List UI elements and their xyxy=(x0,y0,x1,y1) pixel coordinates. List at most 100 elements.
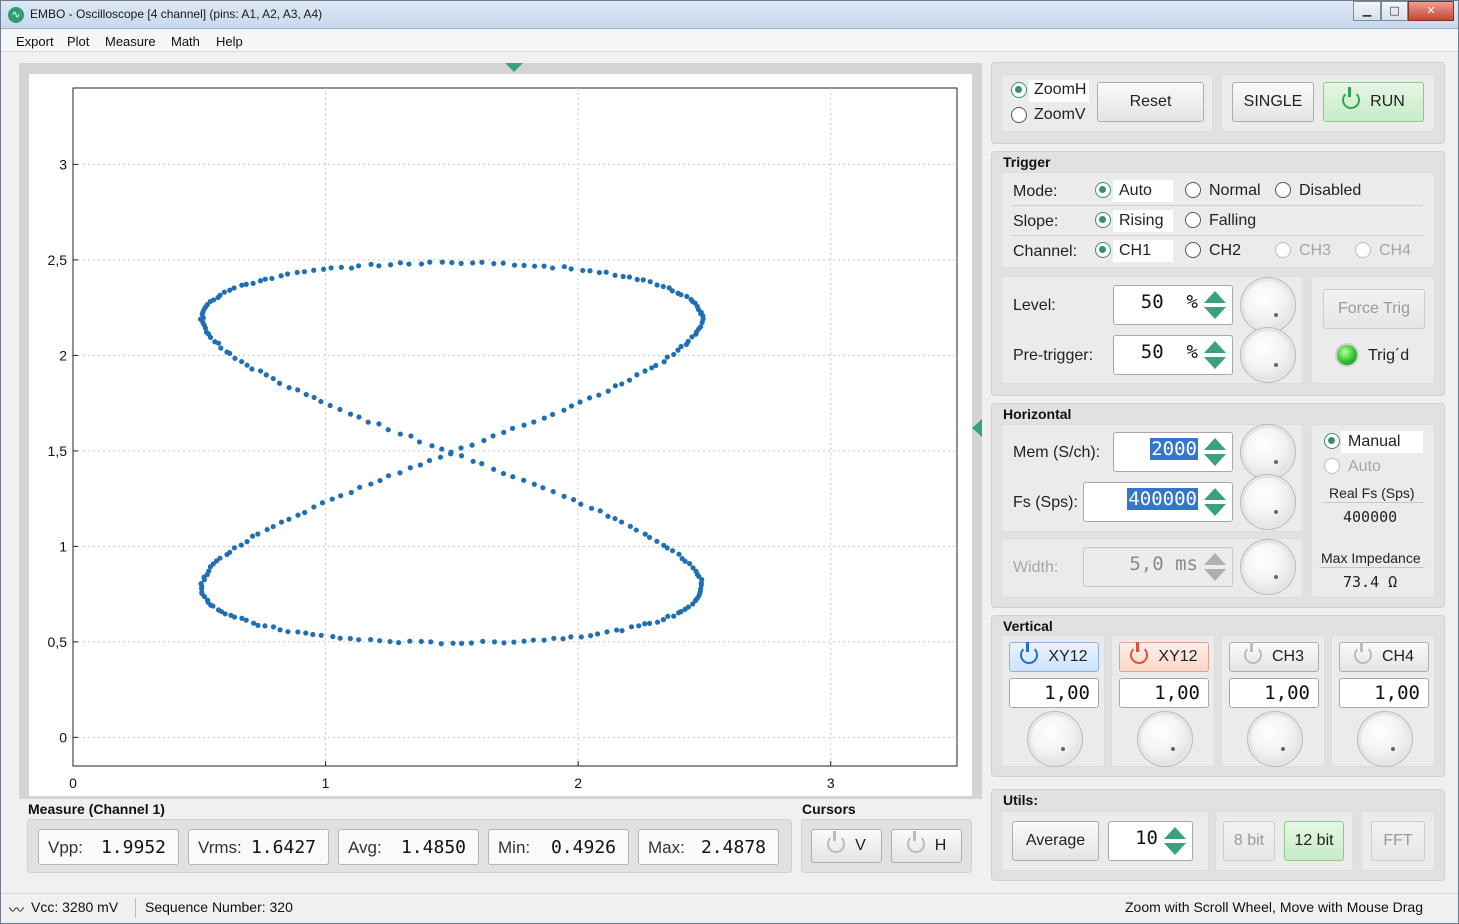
fs-knob[interactable] xyxy=(1244,478,1292,526)
trig-ch2-radio[interactable] xyxy=(1185,242,1201,258)
zoomh-radio[interactable] xyxy=(1011,82,1027,98)
trace-point xyxy=(470,260,476,266)
trace-point xyxy=(428,639,434,645)
ch4-scale-field[interactable]: 1,00 xyxy=(1339,678,1429,708)
ch1-scale-knob[interactable] xyxy=(1031,715,1079,763)
menu-plot[interactable]: Plot xyxy=(67,34,90,49)
ch3-scale-field[interactable]: 1,00 xyxy=(1229,678,1319,708)
mode-auto-radio[interactable] xyxy=(1095,182,1111,198)
level-spinbox[interactable]: 50 % xyxy=(1113,285,1233,325)
trace-point xyxy=(619,381,625,387)
trace-point xyxy=(249,533,256,539)
ch3-enable-button[interactable]: CH3 xyxy=(1229,642,1319,672)
pretrigger-spinbox[interactable]: 50 % xyxy=(1113,335,1233,375)
average-button[interactable]: Average xyxy=(1012,821,1099,861)
menu-measure[interactable]: Measure xyxy=(105,34,156,49)
trace-point xyxy=(636,623,642,629)
trace-point xyxy=(642,368,648,374)
trace-point xyxy=(201,577,207,583)
level-label: Level: xyxy=(1013,297,1056,314)
zoomh-label: ZoomH xyxy=(1034,81,1087,98)
width-spinbox[interactable]: 5,0 ms xyxy=(1083,547,1233,587)
trace-point xyxy=(244,539,250,545)
arrow-down-icon[interactable] xyxy=(1204,569,1226,581)
arrow-up-icon[interactable] xyxy=(1204,553,1226,565)
menu-export[interactable]: Export xyxy=(16,34,54,49)
arrow-up-icon[interactable] xyxy=(1204,438,1226,450)
trace-point xyxy=(587,268,593,274)
menu-math[interactable]: Math xyxy=(171,34,200,49)
title-bar: ∿ EMBO - Oscilloscope [4 channel] (pins:… xyxy=(1,1,1458,29)
trigger-position-marker-icon[interactable] xyxy=(505,63,523,72)
ch1-enable-button[interactable]: XY12 xyxy=(1009,642,1099,672)
arrow-up-icon[interactable] xyxy=(1204,341,1226,353)
fs-value: 400000 xyxy=(1127,488,1198,510)
slope-rising-radio[interactable] xyxy=(1095,212,1111,228)
ch1-scale-field[interactable]: 1,00 xyxy=(1009,678,1099,708)
trace-point xyxy=(294,269,300,276)
ch2-enable-button[interactable]: XY12 xyxy=(1119,642,1209,672)
trace-point xyxy=(614,627,620,633)
ch2-scale-field[interactable]: 1,00 xyxy=(1119,678,1209,708)
trace-point xyxy=(450,640,456,646)
cursor-h-button[interactable]: H xyxy=(891,829,962,863)
single-button[interactable]: SINGLE xyxy=(1232,82,1314,122)
ch3-label: CH3 xyxy=(1271,648,1304,665)
ch4-enable-button[interactable]: CH4 xyxy=(1339,642,1429,672)
slope-falling-label: Falling xyxy=(1209,212,1257,229)
menu-help[interactable]: Help xyxy=(216,34,243,49)
level-knob[interactable] xyxy=(1244,281,1292,329)
trace-point xyxy=(654,538,660,544)
trig-ch3-radio[interactable] xyxy=(1275,242,1291,258)
average-spinbox[interactable]: 10 xyxy=(1108,821,1193,861)
mode-disabled-radio[interactable] xyxy=(1275,182,1291,198)
width-knob[interactable] xyxy=(1244,543,1292,591)
manual-radio[interactable] xyxy=(1324,433,1340,449)
12bit-button[interactable]: 12 bit xyxy=(1284,821,1344,861)
pretrigger-knob[interactable] xyxy=(1244,331,1292,379)
fs-spinbox[interactable]: 400000 xyxy=(1083,482,1233,522)
arrow-up-icon[interactable] xyxy=(1164,827,1186,839)
max-impedance-value: 73.4 Ω xyxy=(1343,573,1398,591)
arrow-up-icon[interactable] xyxy=(1204,291,1226,303)
trig-ch1-radio[interactable] xyxy=(1095,242,1111,258)
zoomv-radio[interactable] xyxy=(1011,107,1027,123)
reset-button[interactable]: Reset xyxy=(1097,82,1204,122)
ch2-scale-knob[interactable] xyxy=(1141,715,1189,763)
ch3-scale-knob[interactable] xyxy=(1251,715,1299,763)
mem-spinbox[interactable]: 2000 xyxy=(1113,432,1233,472)
arrow-down-icon[interactable] xyxy=(1204,504,1226,516)
mode-normal-radio[interactable] xyxy=(1185,182,1201,198)
trace-point xyxy=(640,277,646,283)
cursor-v-button[interactable]: V xyxy=(811,829,882,863)
maximize-button[interactable]: □ xyxy=(1381,1,1408,21)
trace-point xyxy=(605,513,611,519)
arrow-up-icon[interactable] xyxy=(1204,488,1226,500)
y-tick-label: 3 xyxy=(59,156,67,172)
minimize-button[interactable]: ▁ xyxy=(1353,1,1381,21)
arrow-down-icon[interactable] xyxy=(1164,843,1186,855)
arrow-down-icon[interactable] xyxy=(1204,454,1226,466)
trigger-level-marker-icon[interactable] xyxy=(972,419,982,437)
trace-point xyxy=(263,372,269,378)
8bit-button[interactable]: 8 bit xyxy=(1223,821,1275,861)
close-button[interactable]: ✕ xyxy=(1408,1,1454,21)
arrow-down-icon[interactable] xyxy=(1204,357,1226,369)
run-button[interactable]: RUN xyxy=(1323,82,1424,122)
slope-falling-radio[interactable] xyxy=(1185,212,1201,228)
dial-ticks xyxy=(1137,711,1193,767)
width-value: 5,0 ms xyxy=(1129,553,1198,575)
mem-knob[interactable] xyxy=(1244,428,1292,476)
trace-point xyxy=(262,623,268,629)
cursor-h-label: H xyxy=(934,837,947,854)
force-trig-button[interactable]: Force Trig xyxy=(1323,289,1425,329)
zoomv-label: ZoomV xyxy=(1034,106,1086,123)
xy-plot[interactable]: 0 1 2 3 0 0,5 1 1,5 2 2,5 3 xyxy=(29,74,972,796)
measure-value: 1.6427 xyxy=(250,837,316,858)
trace-point xyxy=(258,368,264,374)
auto-radio[interactable] xyxy=(1324,458,1340,474)
ch4-scale-knob[interactable] xyxy=(1361,715,1409,763)
arrow-down-icon[interactable] xyxy=(1204,307,1226,319)
trig-ch4-radio[interactable] xyxy=(1355,242,1371,258)
fft-button[interactable]: FFT xyxy=(1371,821,1425,861)
